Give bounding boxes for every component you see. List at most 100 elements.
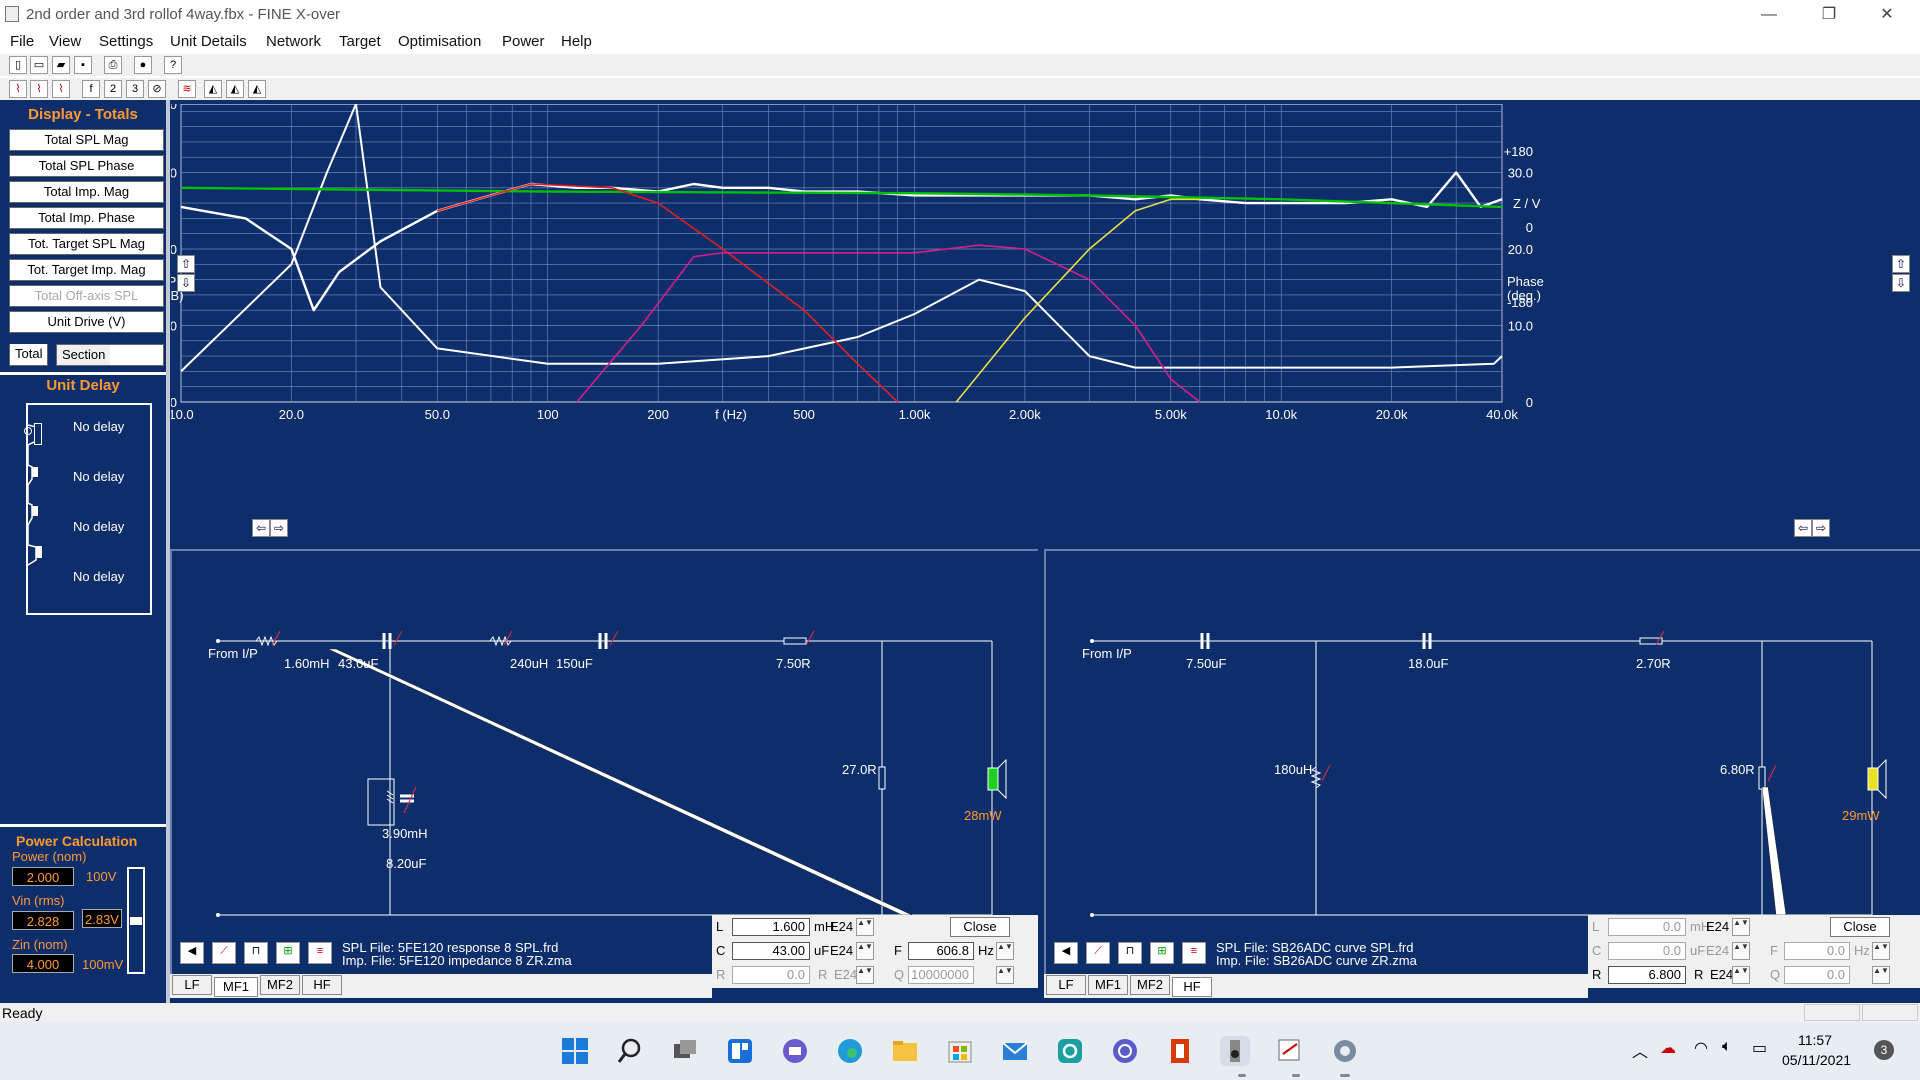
- clock-time[interactable]: 11:57: [1798, 1032, 1832, 1048]
- settings-gear-icon[interactable]: [1330, 1036, 1360, 1066]
- tab-lf-left[interactable]: LF: [172, 975, 212, 995]
- total-imp-mag-button[interactable]: Total Imp. Mag: [9, 181, 164, 203]
- restore-button[interactable]: ❐: [1821, 6, 1837, 23]
- mf1-f-spinner[interactable]: ▲▼: [996, 942, 1014, 960]
- tab-mf1-right[interactable]: MF1: [1088, 975, 1128, 995]
- hf-speaker-icon[interactable]: ◀: [1054, 942, 1078, 964]
- menu-view[interactable]: View: [49, 33, 82, 50]
- volume-icon[interactable]: 🔈︎: [1722, 1038, 1732, 1055]
- zin-field[interactable]: 4.000: [12, 954, 74, 973]
- office-icon[interactable]: [1165, 1036, 1195, 1066]
- hf-l-series[interactable]: E24: [1706, 919, 1730, 934]
- mf1-c-series[interactable]: E24: [830, 943, 854, 958]
- minimize-button[interactable]: —: [1761, 6, 1777, 23]
- vin-field[interactable]: 2.828: [12, 911, 74, 930]
- x-zoom-left-button[interactable]: ⇦: [1794, 519, 1812, 537]
- store-icon[interactable]: [945, 1036, 975, 1066]
- open-folder-icon[interactable]: ▰: [52, 56, 70, 74]
- save-icon[interactable]: ▪: [74, 56, 92, 74]
- wifi-icon[interactable]: ◠: [1694, 1040, 1708, 1057]
- menu-settings[interactable]: Settings: [99, 33, 154, 50]
- tool-7-icon[interactable]: ⊘: [148, 80, 166, 98]
- total-imp-phase-button[interactable]: Total Imp. Phase: [9, 207, 164, 229]
- menu-target[interactable]: Target: [339, 33, 381, 50]
- tool-10-icon[interactable]: ◭: [226, 80, 244, 98]
- total-spl-phase-button[interactable]: Total SPL Phase: [9, 155, 164, 177]
- tab-mf2-right[interactable]: MF2: [1130, 975, 1170, 995]
- app-sync-icon[interactable]: [1110, 1036, 1140, 1066]
- enclosure-icon[interactable]: ⊓: [244, 942, 268, 964]
- mf1-l1-label[interactable]: 1.60mH: [284, 656, 330, 671]
- delay-handle-1[interactable]: [34, 423, 42, 445]
- tool-8-icon[interactable]: ≋: [178, 80, 196, 98]
- tool-3-icon[interactable]: ⌇: [52, 80, 70, 98]
- mf1-l3-label[interactable]: 3.90mH: [382, 826, 428, 841]
- chat-icon[interactable]: [780, 1036, 810, 1066]
- x-zoom-right-button[interactable]: ⇨: [1812, 519, 1830, 537]
- app-q-icon[interactable]: [1055, 1036, 1085, 1066]
- hf-r-field[interactable]: 6.800: [1608, 966, 1686, 984]
- tab-mf2-left[interactable]: MF2: [260, 975, 300, 995]
- delay-handle-3[interactable]: [32, 506, 38, 516]
- hf-r-series[interactable]: E24: [1710, 967, 1734, 982]
- search-icon[interactable]: [615, 1036, 645, 1066]
- mail-icon[interactable]: [1000, 1036, 1030, 1066]
- tab-hf-left[interactable]: HF: [302, 975, 342, 995]
- right-scale-down-button[interactable]: ⇩: [1892, 274, 1910, 292]
- mf1-l-spinner[interactable]: ▲▼: [856, 918, 874, 936]
- hf-network-icon[interactable]: ⊞: [1150, 942, 1174, 964]
- tool-6-icon[interactable]: 3: [126, 80, 144, 98]
- hf-l1-label[interactable]: 180uH: [1274, 762, 1313, 777]
- mf1-c1-label[interactable]: 43.0uF: [338, 656, 379, 671]
- hf-close-button[interactable]: Close: [1830, 917, 1890, 937]
- clock-date[interactable]: 05/11/2021: [1782, 1052, 1852, 1068]
- x-scroll-left-button[interactable]: ⇦: [252, 519, 270, 537]
- network-icon[interactable]: ⊞: [276, 942, 300, 964]
- task-view-icon[interactable]: [670, 1036, 700, 1066]
- menu-help[interactable]: Help: [561, 33, 592, 50]
- menu-file[interactable]: File: [10, 33, 35, 50]
- edge-icon[interactable]: [835, 1036, 865, 1066]
- close-window-button[interactable]: ✕: [1880, 6, 1894, 23]
- tool-2-icon[interactable]: ⌇: [30, 80, 48, 98]
- frd-icon[interactable]: ≡: [308, 942, 332, 964]
- tool-9-icon[interactable]: ◭: [204, 80, 222, 98]
- mf1-l-field[interactable]: 1.600: [732, 918, 810, 936]
- fine-xover-taskbar-icon[interactable]: [1220, 1036, 1250, 1066]
- tool-11-icon[interactable]: ◭: [248, 80, 266, 98]
- tab-section[interactable]: Section: [56, 344, 112, 366]
- mf1-l2-label[interactable]: 240uH: [510, 656, 549, 671]
- target-imp-mag-button[interactable]: Tot. Target Imp. Mag: [9, 259, 164, 281]
- hf-c-spinner[interactable]: ▲▼: [1732, 942, 1750, 960]
- mf1-f-field[interactable]: 606.8: [908, 942, 974, 960]
- hf-probe-icon[interactable]: ⟋: [1086, 942, 1110, 964]
- right-scale-up-button[interactable]: ⇧: [1892, 255, 1910, 273]
- mf1-c3-label[interactable]: 8.20uF: [386, 856, 427, 871]
- app-tool-icon[interactable]: [1275, 1036, 1305, 1066]
- speaker-icon[interactable]: ◀: [180, 942, 204, 964]
- battery-icon[interactable]: ▭: [1752, 1040, 1768, 1057]
- tool-1-icon[interactable]: ⌇: [9, 80, 27, 98]
- power-nom-field[interactable]: 2.000: [12, 867, 74, 886]
- hf-q-spinner[interactable]: ▲▼: [1872, 966, 1890, 984]
- tab-total[interactable]: Total: [9, 344, 49, 366]
- tab-hf-right[interactable]: HF: [1172, 977, 1212, 997]
- new-window-icon[interactable]: ▭: [30, 56, 48, 74]
- mf1-r-spinner[interactable]: ▲▼: [856, 966, 874, 984]
- hf-r-spinner[interactable]: ▲▼: [1732, 966, 1750, 984]
- total-spl-mag-button[interactable]: Total SPL Mag: [9, 129, 164, 151]
- file-explorer-icon[interactable]: [890, 1036, 920, 1066]
- tool-5-icon[interactable]: 2: [104, 80, 122, 98]
- left-scale-up-button[interactable]: ⇧: [177, 255, 195, 273]
- notification-badge[interactable]: 3: [1874, 1040, 1894, 1060]
- delay-marker-1[interactable]: [24, 427, 32, 435]
- widgets-icon[interactable]: [725, 1036, 755, 1066]
- delay-handle-4[interactable]: [36, 546, 42, 558]
- print-icon[interactable]: ⎙: [104, 56, 122, 74]
- mf1-r2-label[interactable]: 27.0R: [842, 762, 877, 777]
- tab-mf1-left[interactable]: MF1: [214, 977, 258, 997]
- hf-c1-label[interactable]: 7.50uF: [1186, 656, 1227, 671]
- hf-l-spinner[interactable]: ▲▼: [1732, 918, 1750, 936]
- help-icon[interactable]: ?: [164, 56, 182, 74]
- x-scroll-right-button[interactable]: ⇨: [270, 519, 288, 537]
